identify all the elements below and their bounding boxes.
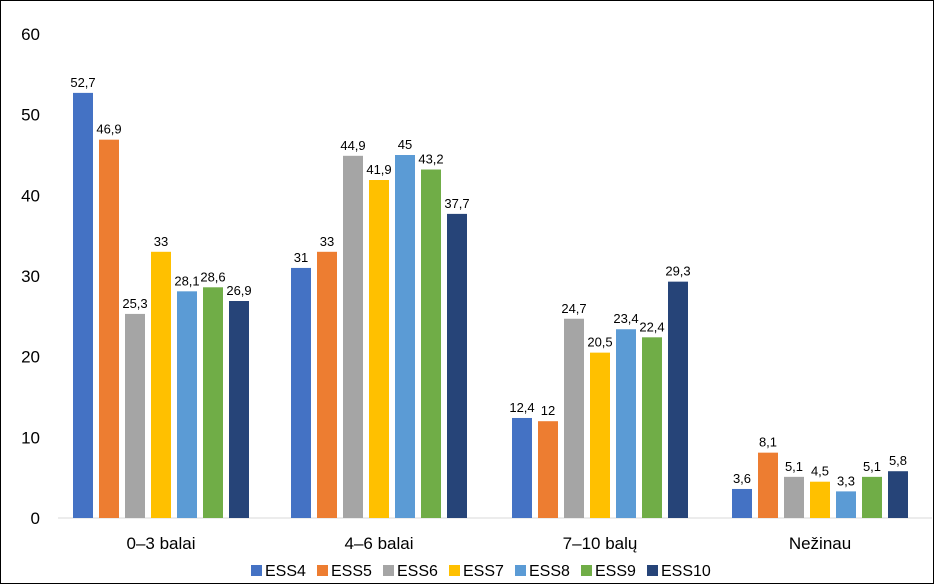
bar-ess9-3 bbox=[862, 476, 882, 518]
data-label: 37,7 bbox=[444, 196, 469, 211]
category-label: 0–3 balai bbox=[126, 534, 195, 553]
data-label: 22,4 bbox=[639, 319, 664, 334]
legend-swatch bbox=[383, 565, 394, 576]
bar-ess9-2 bbox=[642, 337, 662, 518]
y-tick-label: 60 bbox=[21, 25, 40, 44]
bar-ess6-2 bbox=[564, 318, 584, 518]
data-label: 41,9 bbox=[366, 162, 391, 177]
legend-item-ess4: ESS4 bbox=[251, 563, 306, 580]
y-tick-label: 0 bbox=[31, 509, 40, 528]
bar-ess7-0 bbox=[151, 251, 171, 519]
data-label: 28,1 bbox=[174, 273, 199, 288]
bar-ess7-3 bbox=[810, 481, 830, 518]
legend-label: ESS4 bbox=[265, 563, 306, 580]
category-label: Nežinau bbox=[789, 534, 851, 553]
bar-ess4-0 bbox=[73, 92, 93, 519]
legend-swatch bbox=[647, 565, 658, 576]
bar-ess8-3 bbox=[836, 491, 856, 518]
y-tick-label: 30 bbox=[21, 267, 40, 286]
bar-ess9-0 bbox=[203, 287, 223, 518]
data-label: 23,4 bbox=[613, 311, 638, 326]
bar-ess6-3 bbox=[784, 476, 804, 518]
bar-ess8-0 bbox=[177, 291, 197, 518]
data-label: 46,9 bbox=[96, 122, 121, 137]
data-label: 8,1 bbox=[759, 435, 777, 450]
data-label: 44,9 bbox=[340, 138, 365, 153]
y-tick-label: 20 bbox=[21, 348, 40, 367]
data-label: 20,5 bbox=[587, 335, 612, 350]
legend-label: ESS8 bbox=[529, 563, 570, 580]
bar-ess4-3 bbox=[732, 488, 752, 518]
y-tick-label: 50 bbox=[21, 106, 40, 125]
data-label: 3,6 bbox=[733, 471, 751, 486]
bar-ess8-2 bbox=[616, 329, 636, 518]
legend-item-ess5: ESS5 bbox=[317, 563, 372, 580]
bar-ess10-1 bbox=[447, 213, 467, 519]
legend-item-ess9: ESS9 bbox=[581, 563, 636, 580]
data-label: 3,3 bbox=[837, 473, 855, 488]
data-label: 5,1 bbox=[785, 459, 803, 474]
bar-ess5-0 bbox=[99, 139, 119, 518]
legend-swatch bbox=[581, 565, 592, 576]
data-label: 33 bbox=[320, 234, 334, 249]
legend-item-ess7: ESS7 bbox=[449, 563, 504, 580]
data-label: 26,9 bbox=[226, 283, 251, 298]
y-tick-label: 10 bbox=[21, 428, 40, 447]
bar-ess5-1 bbox=[317, 251, 337, 519]
legend-item-ess6: ESS6 bbox=[383, 563, 438, 580]
bar-ess5-2 bbox=[538, 421, 558, 518]
data-label: 45 bbox=[398, 137, 412, 152]
legend-swatch bbox=[251, 565, 262, 576]
legend-item-ess10: ESS10 bbox=[647, 563, 711, 580]
legend-swatch bbox=[515, 565, 526, 576]
bar-ess7-2 bbox=[590, 352, 610, 518]
bar-ess9-1 bbox=[421, 169, 441, 518]
category-label: 7–10 balų bbox=[563, 534, 638, 553]
legend-swatch bbox=[317, 565, 328, 576]
data-label: 5,1 bbox=[863, 459, 881, 474]
bar-ess6-0 bbox=[125, 313, 145, 518]
category-label: 4–6 balai bbox=[344, 534, 413, 553]
y-tick-label: 40 bbox=[21, 186, 40, 205]
bar-ess4-2 bbox=[512, 417, 532, 518]
data-label: 28,6 bbox=[200, 269, 225, 284]
legend-swatch bbox=[449, 565, 460, 576]
bar-ess7-1 bbox=[369, 180, 389, 519]
data-label: 12,4 bbox=[509, 400, 534, 415]
bar-ess4-1 bbox=[291, 267, 311, 518]
legend-label: ESS7 bbox=[463, 563, 504, 580]
legend-label: ESS5 bbox=[331, 563, 372, 580]
bar-ess5-3 bbox=[758, 452, 778, 518]
bar-ess6-1 bbox=[343, 155, 363, 518]
legend-label: ESS6 bbox=[397, 563, 438, 580]
data-label: 52,7 bbox=[70, 75, 95, 90]
legend-item-ess8: ESS8 bbox=[515, 563, 570, 580]
data-label: 12 bbox=[541, 403, 555, 418]
bar-ess8-1 bbox=[395, 155, 415, 518]
legend-label: ESS10 bbox=[661, 563, 711, 580]
data-label: 33 bbox=[154, 234, 168, 249]
data-label: 24,7 bbox=[561, 301, 586, 316]
data-label: 25,3 bbox=[122, 296, 147, 311]
legend-label: ESS9 bbox=[595, 563, 636, 580]
bar-ess10-0 bbox=[229, 301, 249, 518]
data-label: 43,2 bbox=[418, 152, 443, 167]
data-label: 4,5 bbox=[811, 464, 829, 479]
data-label: 31 bbox=[294, 250, 308, 265]
data-label: 5,8 bbox=[889, 453, 907, 468]
bar-ess10-2 bbox=[668, 281, 688, 518]
bar-ess10-3 bbox=[888, 471, 908, 518]
data-label: 29,3 bbox=[665, 264, 690, 279]
